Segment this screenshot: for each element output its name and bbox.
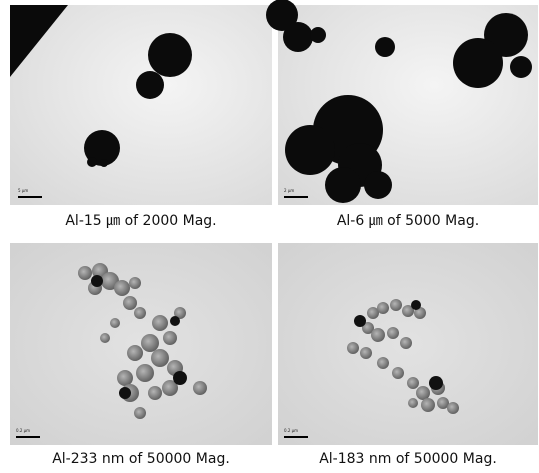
tem-image: 2 μm: [266, 0, 538, 205]
tem-image: 5 μm: [10, 5, 272, 205]
tem-image: 0.2 μm: [278, 243, 538, 445]
scale-bar-label: 5 μm: [18, 188, 28, 193]
tem-image: 0.2 μm: [10, 243, 272, 445]
figure: 5 μm Al-15 ㎛ of 2000 Mag. 2 μm Al-6 ㎛ of…: [0, 0, 539, 473]
scale-bar-label: 0.2 μm: [284, 428, 298, 433]
caption: Al-183 nm of 50000 Mag.: [319, 451, 497, 467]
caption: Al-6 ㎛ of 5000 Mag.: [337, 213, 479, 229]
caption: Al-15 ㎛ of 2000 Mag.: [65, 213, 216, 229]
image-background: [10, 5, 272, 205]
caption: Al-233 nm of 50000 Mag.: [52, 451, 230, 467]
page: {"panels": [ {"caption": "Al-15 ㎛ of 200…: [0, 0, 539, 473]
scale-bar-label: 0.2 μm: [16, 428, 30, 433]
scale-bar-label: 2 μm: [284, 188, 294, 193]
